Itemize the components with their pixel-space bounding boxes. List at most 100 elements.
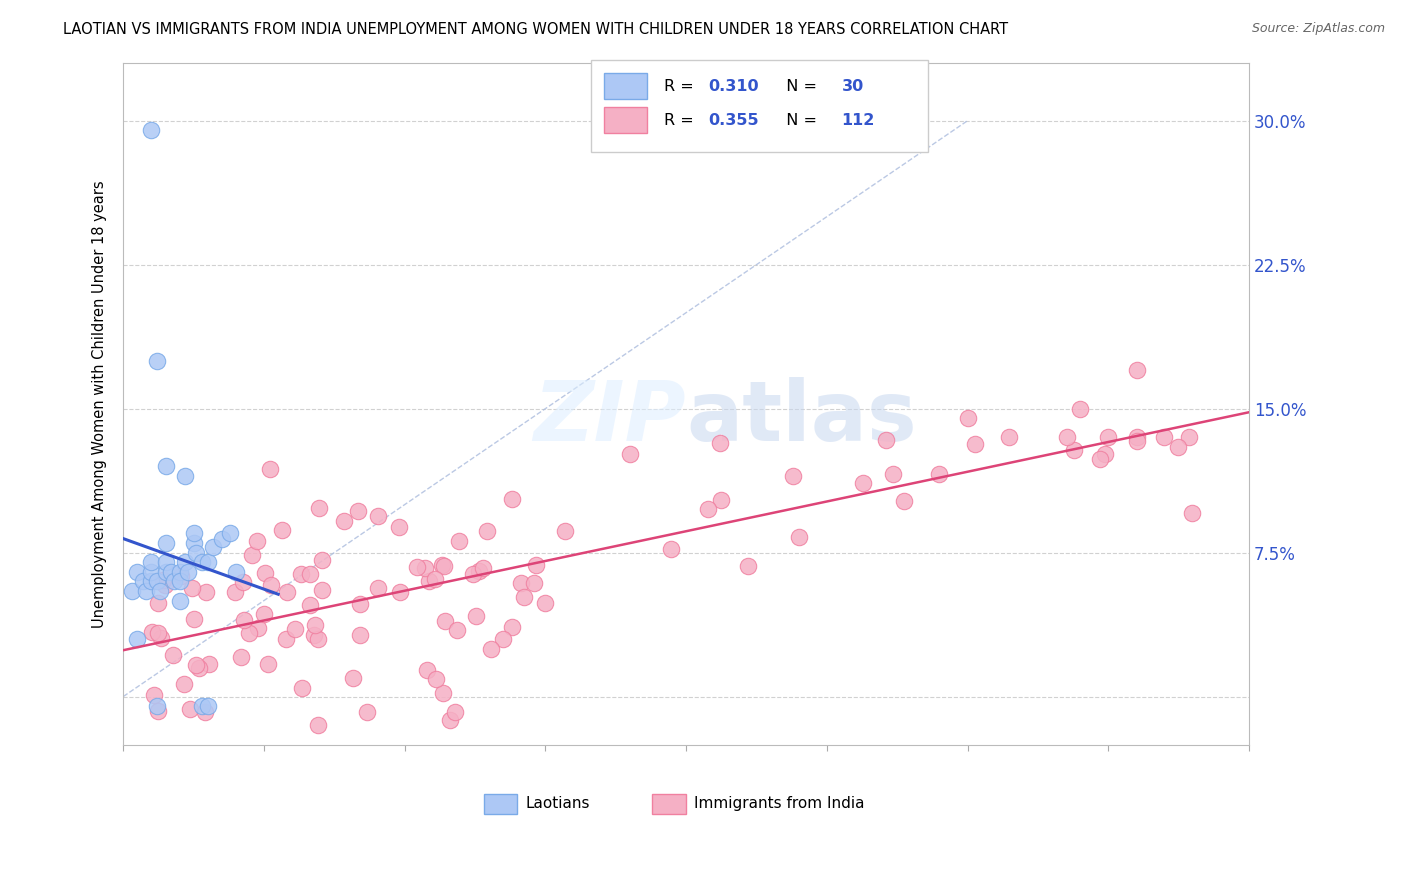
Point [247,621,270,635]
Point [141,624,163,639]
Point [240,548,263,562]
Point [875,434,897,448]
Point [472,561,495,575]
Point [149,631,172,645]
Point [439,713,461,727]
Point [1097,430,1119,444]
Point [1094,447,1116,461]
Point [852,476,875,491]
Point [169,593,191,607]
Text: LAOTIAN VS IMMIGRANTS FROM INDIA UNEMPLOYMENT AMONG WOMEN WITH CHILDREN UNDER 18: LAOTIAN VS IMMIGRANTS FROM INDIA UNEMPLO… [63,22,1008,37]
Point [477,524,499,538]
Point [155,459,177,474]
Point [1069,401,1091,416]
Point [146,699,169,714]
Text: ZIP: ZIP [534,377,686,458]
Point [389,585,412,599]
Point [127,632,149,646]
Point [523,575,546,590]
Point [433,559,456,574]
Point [141,565,163,579]
Point [173,677,195,691]
Point [290,566,312,581]
Point [405,560,427,574]
FancyBboxPatch shape [484,794,517,814]
Point [349,628,371,642]
Point [311,553,333,567]
Point [998,430,1021,444]
Point [619,447,641,461]
Point [253,607,276,622]
Point [211,532,233,546]
Point [446,623,468,637]
Point [135,583,157,598]
Text: 0.310: 0.310 [709,79,759,95]
Point [425,672,447,686]
Text: R =: R = [664,113,699,128]
Point [1178,430,1201,444]
Point [191,699,214,714]
Point [787,530,810,544]
Text: 30: 30 [842,79,863,95]
Point [127,565,149,579]
Point [347,504,370,518]
Point [501,620,523,634]
Point [224,585,246,599]
Point [153,577,176,591]
Point [183,612,205,626]
Point [342,672,364,686]
Point [356,705,378,719]
Point [298,599,321,613]
Point [367,581,389,595]
Point [965,437,987,451]
Point [270,523,292,537]
Text: N =: N = [776,79,823,95]
Point [1181,506,1204,520]
Point [481,642,503,657]
Point [177,565,200,579]
Point [432,686,454,700]
Point [444,705,467,719]
Point [146,596,169,610]
Point [524,558,547,572]
Point [149,583,172,598]
Point [513,590,536,604]
Point [253,566,276,580]
Text: Source: ZipAtlas.com: Source: ZipAtlas.com [1251,22,1385,36]
Point [956,411,979,425]
Text: Immigrants from India: Immigrants from India [695,797,865,812]
Text: atlas: atlas [686,377,917,458]
Point [160,565,183,579]
Point [737,559,759,574]
Point [893,493,915,508]
Point [882,467,904,482]
FancyBboxPatch shape [605,107,647,133]
Point [141,555,163,569]
Point [181,581,204,595]
Point [710,492,733,507]
Point [416,663,439,677]
Point [174,555,197,569]
Point [509,575,531,590]
Text: Laotians: Laotians [526,797,589,812]
Point [463,566,485,581]
Point [219,526,242,541]
Point [186,545,208,559]
Point [259,462,281,476]
Point [260,578,283,592]
Point [146,353,169,368]
Point [291,681,314,696]
Text: N =: N = [776,113,823,128]
Point [491,632,513,646]
Point [183,526,205,541]
Point [276,584,298,599]
Point [418,574,440,589]
Point [304,617,326,632]
Point [311,583,333,598]
Point [1056,430,1078,444]
Point [1063,442,1085,457]
Point [152,573,174,587]
Point [195,585,218,599]
Point [246,533,269,548]
Point [143,688,166,702]
